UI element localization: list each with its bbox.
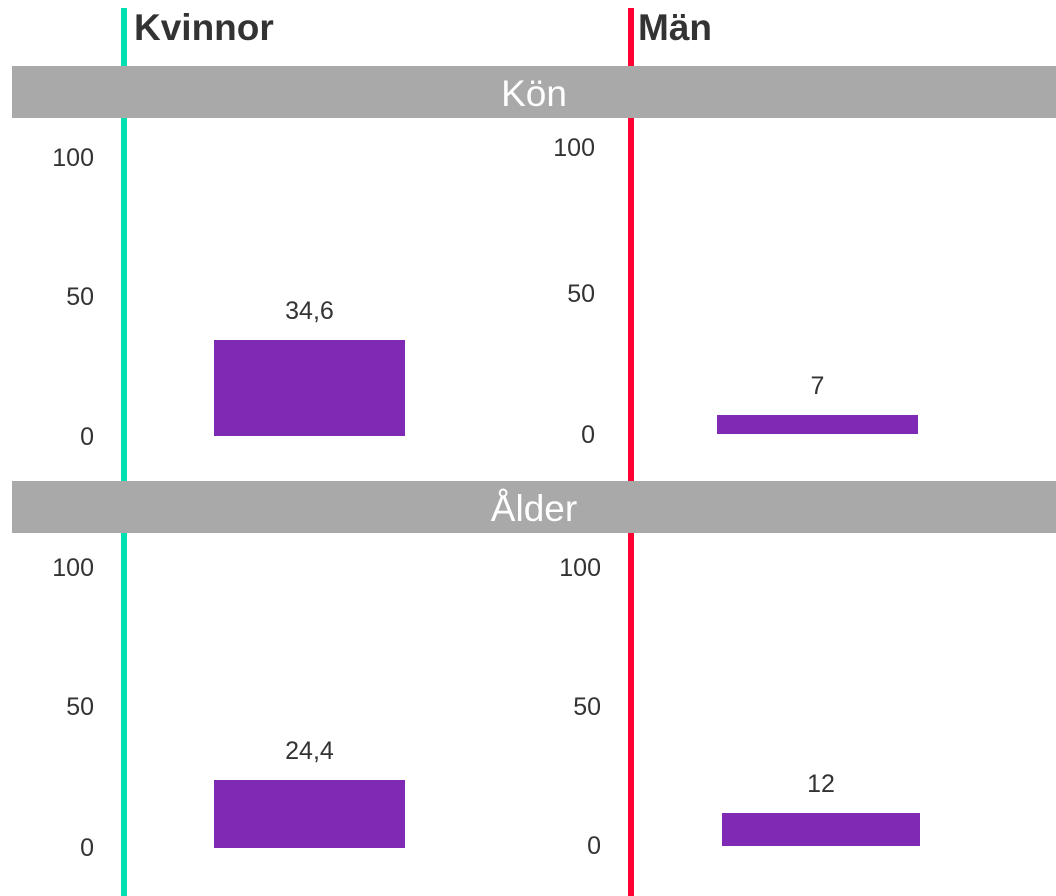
- y-tick-label: 50: [567, 280, 595, 308]
- y-tick-label: 50: [66, 693, 94, 721]
- men-column-line: [628, 8, 634, 896]
- bar-alder-men: [722, 812, 920, 846]
- women-column-line: [121, 8, 127, 896]
- y-tick-label: 0: [80, 834, 94, 862]
- bar-kon-men: [717, 414, 918, 434]
- bar-alder-women: [214, 780, 405, 848]
- data-label-kon-women: 34,6: [285, 296, 334, 325]
- data-label-alder-women: 24,4: [285, 737, 334, 766]
- y-tick-label: 100: [559, 554, 601, 582]
- y-tick-label: 50: [66, 283, 94, 311]
- y-tick-label: 0: [80, 423, 94, 451]
- women-column-title: Kvinnor: [134, 7, 274, 48]
- y-tick-label: 0: [587, 832, 601, 860]
- section-band-kon: Kön: [12, 66, 1056, 118]
- y-tick-label: 50: [573, 693, 601, 721]
- y-tick-label: 100: [52, 554, 94, 582]
- bar-kon-women: [214, 339, 405, 436]
- y-tick-label: 100: [52, 144, 94, 172]
- men-column-title: Män: [638, 7, 712, 48]
- y-tick-label: 100: [553, 134, 595, 162]
- y-tick-label: 0: [581, 421, 595, 449]
- data-label-kon-men: 7: [810, 371, 825, 400]
- data-label-alder-men: 12: [807, 769, 835, 798]
- section-band-alder: Ålder: [12, 481, 1056, 533]
